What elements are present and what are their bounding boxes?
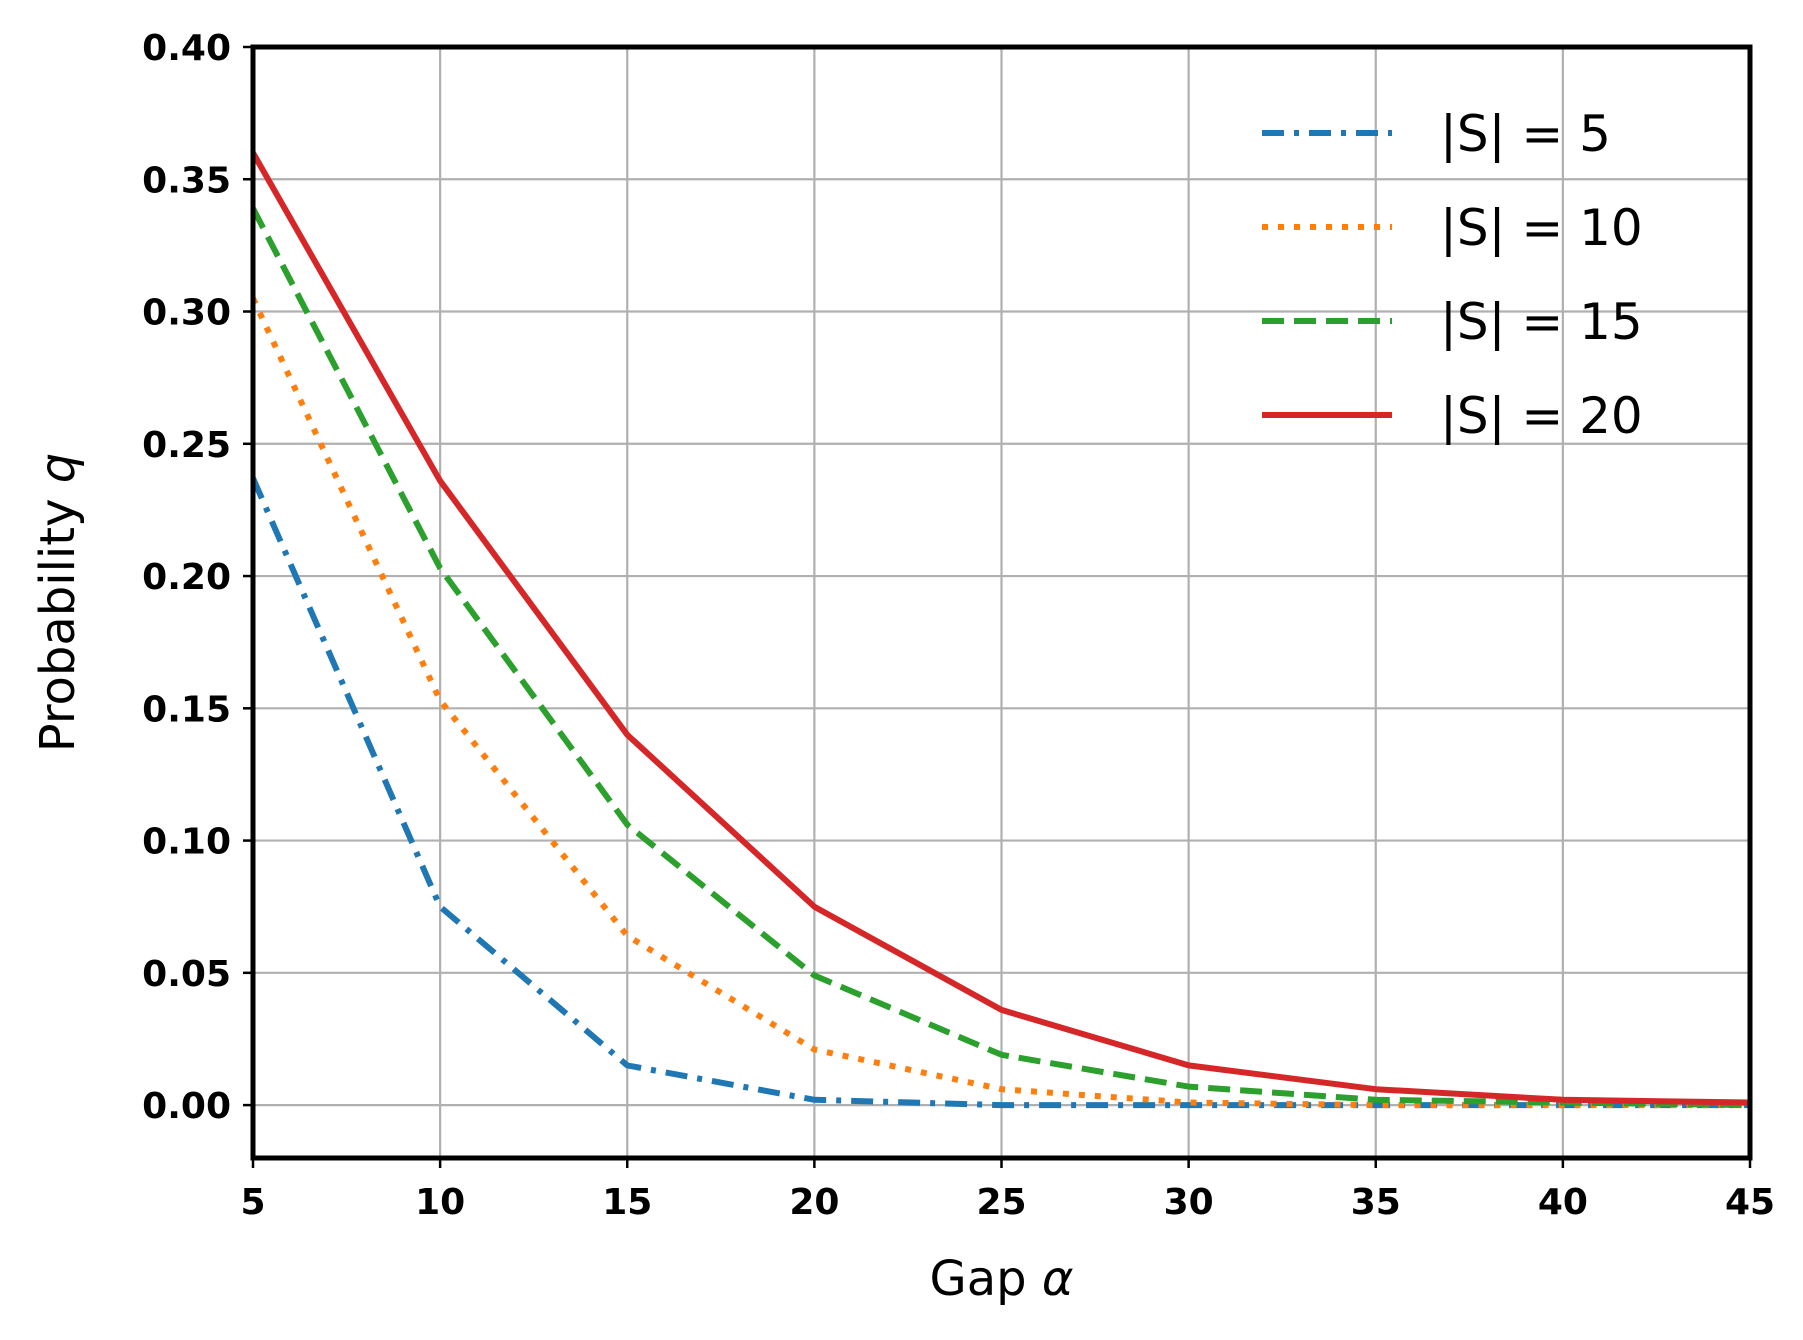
- series-line-4: [250, 151, 1751, 1106]
- x-tick-label: 45: [1725, 1182, 1775, 1223]
- legend-label: |S| = 15: [1440, 293, 1643, 351]
- x-axis-label: Gap α: [930, 1251, 1074, 1307]
- y-tick-label: 0.25: [142, 425, 231, 466]
- y-tick-label: 0.20: [142, 557, 231, 598]
- y-tick-label: 0.30: [142, 293, 231, 334]
- series-line-1: [250, 476, 1750, 1109]
- x-tick-label: 25: [976, 1182, 1026, 1223]
- y-tick-label: 0.40: [142, 28, 231, 69]
- x-tick-label: 5: [240, 1182, 265, 1223]
- series-line-2: [250, 297, 1750, 1109]
- y-tick-label: 0.00: [142, 1086, 231, 1127]
- y-axis: 0.00 0.05 0.10 0.15 0.20 0.25 0.30 0.35 0.40: [142, 28, 253, 1127]
- legend-label: |S| = 10: [1440, 199, 1643, 257]
- x-tick-label: 40: [1538, 1182, 1588, 1223]
- x-tick-label: 15: [602, 1182, 652, 1223]
- series-line-3: [250, 207, 1751, 1109]
- legend-label: |S| = 5: [1440, 105, 1611, 163]
- legend: |S| = 5 |S| = 10 |S| = 15 |S| = 20: [1262, 105, 1643, 445]
- series-layer: [250, 151, 1751, 1109]
- x-tick-label: 20: [789, 1182, 839, 1223]
- x-tick-label: 30: [1164, 1182, 1214, 1223]
- x-tick-label: 35: [1351, 1182, 1401, 1223]
- legend-label: |S| = 20: [1440, 387, 1643, 445]
- x-tick-label: 10: [415, 1182, 465, 1223]
- x-axis: 5 10 15 20 25 30 35 40 45: [240, 1158, 1775, 1223]
- y-tick-label: 0.05: [142, 954, 231, 995]
- y-axis-label: Probability q: [30, 453, 86, 752]
- y-tick-label: 0.15: [142, 689, 231, 730]
- y-tick-label: 0.35: [142, 160, 231, 201]
- y-tick-label: 0.10: [142, 822, 231, 863]
